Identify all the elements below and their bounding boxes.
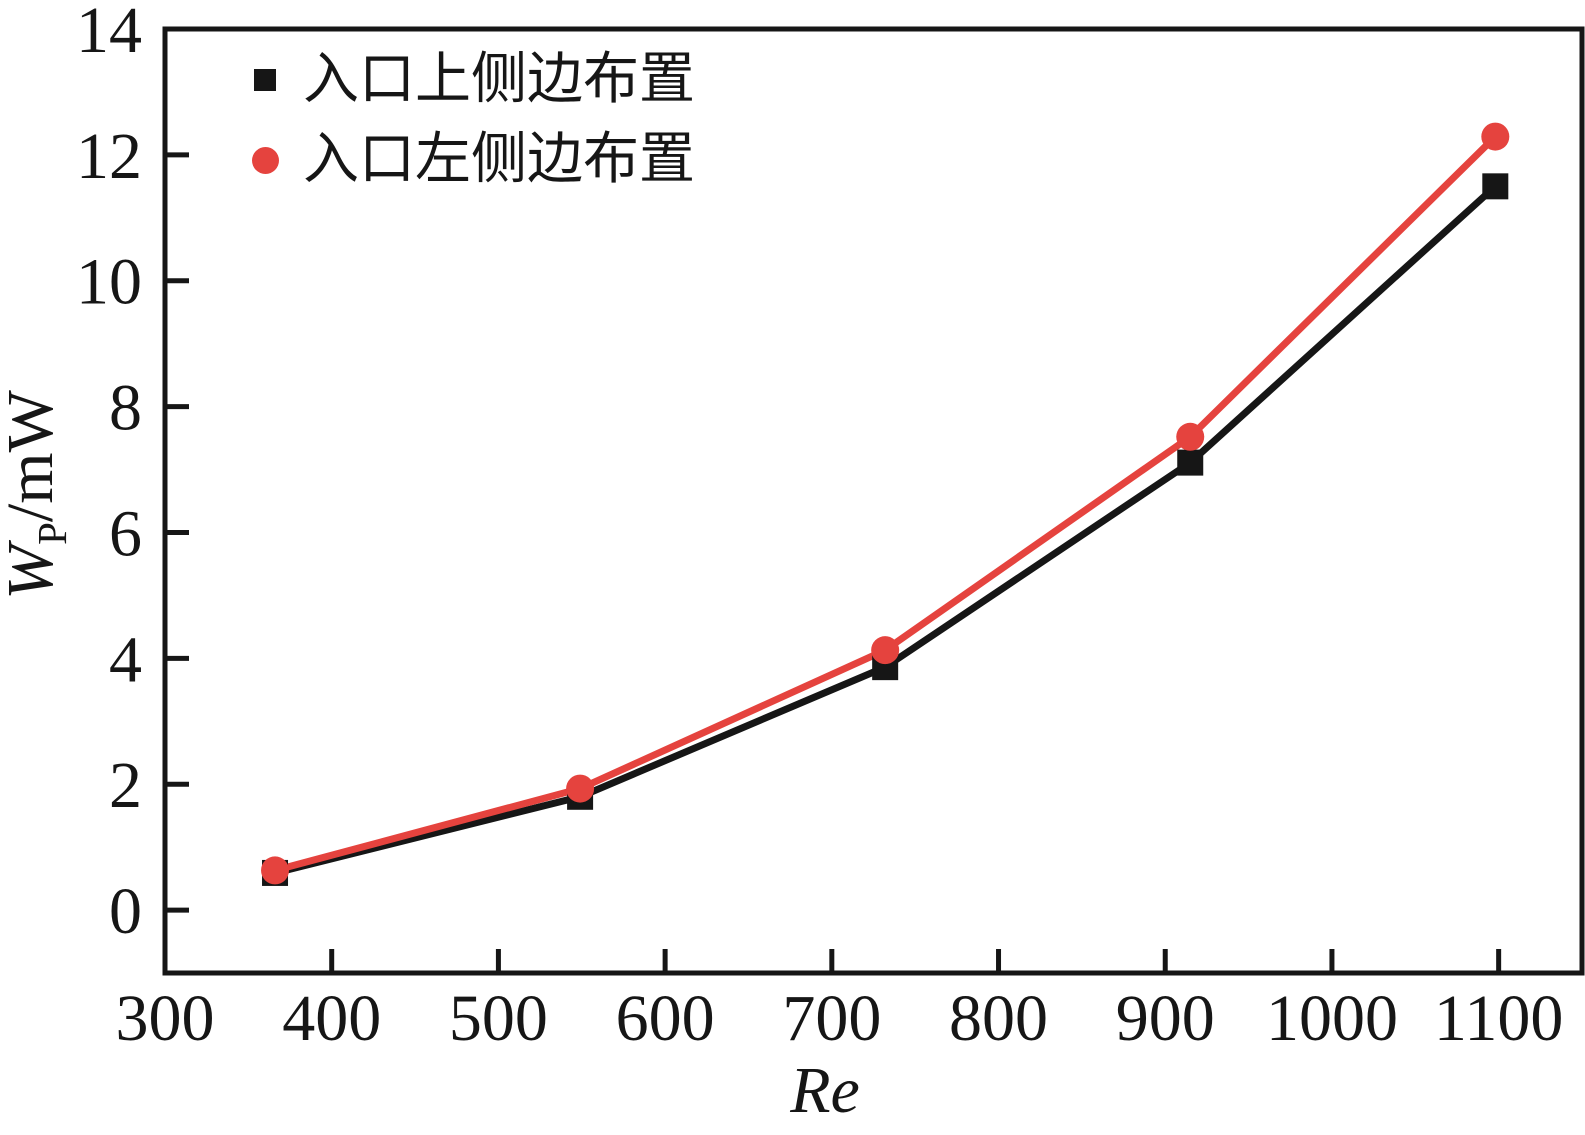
legend-item-top-side-inlet: 入口上侧边布置	[235, 40, 695, 120]
x-tick-label: 400	[282, 982, 381, 1055]
data-point-square	[1482, 173, 1509, 200]
legend-label: 入口上侧边布置	[303, 49, 695, 111]
x-tick-label: 1000	[1266, 982, 1398, 1055]
legend-item-left-side-inlet: 入口左侧边布置	[235, 120, 695, 200]
legend-marker-cell	[235, 69, 295, 91]
x-tick-label: 1100	[1434, 982, 1564, 1055]
data-point-circle	[261, 856, 290, 885]
y-tick-label: 4	[109, 623, 142, 696]
y-tick-label: 6	[109, 497, 142, 570]
data-point-circle	[566, 774, 595, 803]
data-point-square	[1177, 449, 1204, 476]
y-tick-label: 10	[76, 246, 142, 319]
x-tick-label: 800	[949, 982, 1048, 1055]
y-axis-quantity-symbol: W	[0, 544, 67, 600]
legend-label: 入口左侧边布置	[303, 129, 695, 191]
y-tick-label: 12	[76, 120, 142, 193]
legend-square-marker-icon	[254, 69, 276, 91]
y-axis-title: WP/mW	[0, 390, 76, 600]
data-point-circle	[871, 636, 900, 665]
y-tick-label: 8	[109, 372, 142, 445]
legend-circle-marker-icon	[251, 146, 279, 174]
x-axis-title: Re	[790, 1054, 860, 1127]
x-tick-label: 700	[782, 982, 881, 1055]
y-tick-label: 14	[76, 0, 142, 67]
series-line-top-side-inlet	[274, 183, 1498, 877]
y-tick-label: 2	[109, 749, 142, 822]
data-point-circle	[1481, 122, 1510, 151]
legend: 入口上侧边布置 入口左侧边布置	[235, 40, 695, 200]
y-axis-quantity-subscript: P	[30, 522, 76, 545]
x-tick-label: 600	[616, 982, 715, 1055]
x-tick-label: 900	[1116, 982, 1215, 1055]
y-tick-label: 0	[109, 875, 142, 948]
data-point-circle	[1176, 422, 1205, 451]
series-line-left-side-inlet	[274, 134, 1498, 874]
plot-border	[162, 26, 1585, 976]
y-axis-unit: /mW	[0, 390, 67, 523]
x-tick-label: 300	[116, 982, 215, 1055]
x-tick-label: 500	[449, 982, 548, 1055]
legend-marker-cell	[235, 146, 295, 174]
